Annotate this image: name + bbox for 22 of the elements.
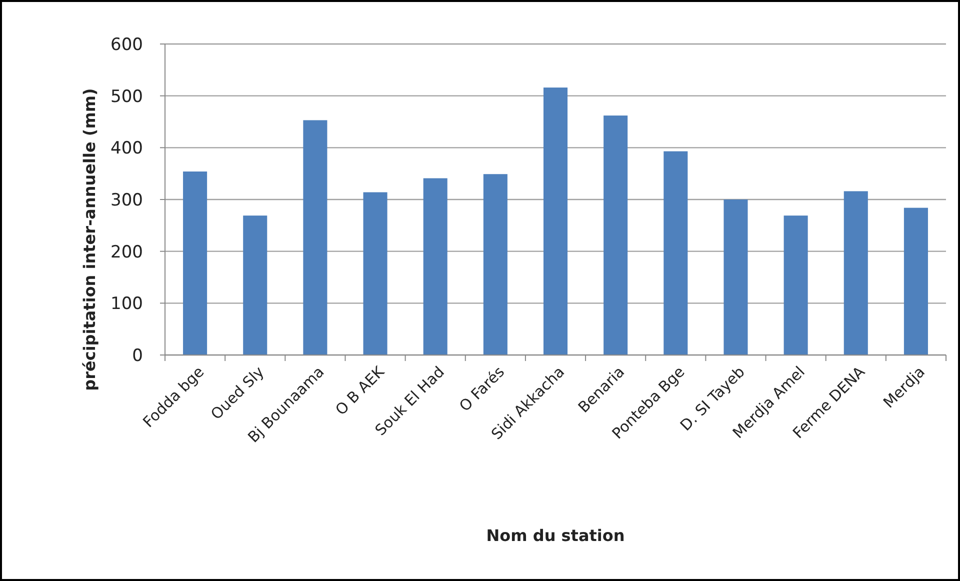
bar: [784, 216, 808, 355]
bar: [904, 208, 928, 355]
bar: [303, 120, 328, 355]
bar: [664, 151, 688, 355]
bar: [604, 116, 628, 355]
y-tick-label: 100: [110, 294, 143, 314]
y-tick-label: 200: [110, 242, 143, 262]
bar: [483, 174, 508, 355]
bar: [543, 88, 568, 355]
y-axis-title: précipitation inter-annuelle (mm): [80, 88, 99, 391]
y-tick-label: 600: [110, 34, 143, 55]
bar: [183, 172, 208, 355]
x-axis-title: Nom du station: [486, 526, 625, 545]
y-tick-label: 0: [132, 346, 143, 366]
bar: [363, 192, 388, 355]
y-tick-label: 300: [110, 190, 143, 210]
y-tick-label: 500: [110, 86, 143, 107]
bar: [423, 178, 448, 355]
bar: [844, 191, 868, 355]
y-tick-label: 400: [110, 138, 143, 159]
bar: [243, 216, 268, 355]
bar: [724, 200, 748, 355]
